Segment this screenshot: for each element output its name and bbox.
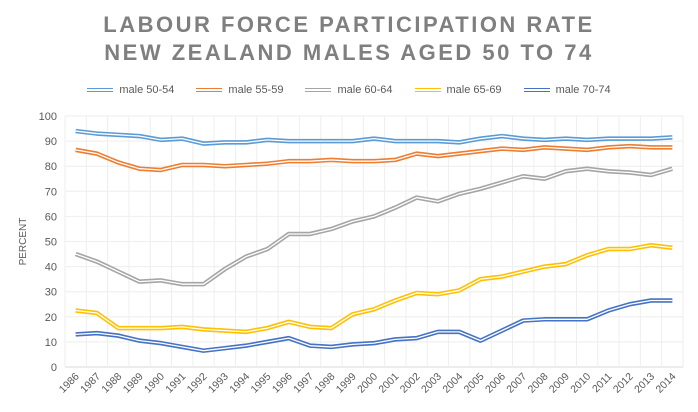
chart-title-line1: LABOUR FORCE PARTICIPATION RATE <box>103 12 595 37</box>
y-tick-label: 30 <box>45 287 57 299</box>
x-tick-label: 1987 <box>78 371 103 396</box>
x-tick-label: 1989 <box>121 371 146 396</box>
legend-item: male 60-64 <box>305 84 393 96</box>
x-tick-label: 2011 <box>590 371 615 396</box>
legend-swatch <box>305 88 332 92</box>
legend-swatch <box>414 88 441 92</box>
y-tick-label: 60 <box>45 211 57 223</box>
series-line-inner <box>75 244 673 333</box>
x-tick-label: 2014 <box>653 371 678 396</box>
series-line-male-50-54 <box>75 128 673 146</box>
x-tick-label: 2007 <box>504 371 529 396</box>
x-tick-label: 2008 <box>526 371 551 396</box>
x-tick-label: 1995 <box>249 371 274 396</box>
x-tick-label: 1992 <box>185 371 210 396</box>
x-tick-label: 2004 <box>440 371 465 396</box>
legend-label: male 50-54 <box>119 84 175 96</box>
x-tick-label: 2006 <box>483 371 508 396</box>
y-tick-label: 40 <box>45 262 57 274</box>
series-line-inner <box>75 299 673 352</box>
x-tick-label: 2012 <box>611 371 636 396</box>
legend-label: male 60-64 <box>337 84 393 96</box>
x-tick-label: 1993 <box>206 371 231 396</box>
y-tick-label: 10 <box>45 337 57 349</box>
x-tick-label: 1994 <box>227 371 252 396</box>
y-tick-label: 70 <box>45 186 57 198</box>
x-tick-label: 2005 <box>462 371 487 396</box>
legend-swatch <box>523 88 550 92</box>
x-tick-label: 2009 <box>547 371 572 396</box>
x-tick-label: 2013 <box>632 371 657 396</box>
x-tick-label: 2002 <box>398 371 423 396</box>
x-tick-label: 1990 <box>142 371 167 396</box>
y-tick-label: 0 <box>51 362 57 374</box>
y-tick-label: 50 <box>45 237 57 249</box>
legend-label: male 55-59 <box>228 84 284 96</box>
legend-item: male 55-59 <box>196 84 283 96</box>
legend: male 50-54 male 55-59 male 60-64 male 65-69… <box>0 84 698 96</box>
x-tick-label: 1998 <box>312 371 337 396</box>
legend-label: male 65-69 <box>446 84 502 96</box>
legend-item: male 70-74 <box>523 84 611 96</box>
x-tick-label: 2001 <box>376 371 401 396</box>
x-tick-label: 1986 <box>57 371 82 396</box>
y-axis-label: PERCENT <box>18 218 29 266</box>
chart-title-line2: NEW ZEALAND MALES AGED 50 TO 74 <box>104 40 594 65</box>
y-tick-label: 90 <box>45 136 57 148</box>
x-tick-label: 1997 <box>291 371 316 396</box>
series-line-inner <box>75 168 673 285</box>
x-tick-label: 1999 <box>334 371 359 396</box>
y-tick-label: 20 <box>45 312 57 324</box>
x-tick-label: 2000 <box>355 371 380 396</box>
series-line-inner <box>75 145 673 171</box>
series-line-inner <box>75 130 673 145</box>
legend-swatch <box>87 88 114 92</box>
x-tick-label: 2003 <box>419 371 444 396</box>
y-tick-label: 100 <box>39 111 57 123</box>
legend-label: male 70-74 <box>555 84 611 96</box>
legend-swatch <box>196 88 223 92</box>
x-tick-label: 2010 <box>568 371 593 396</box>
legend-item: male 65-69 <box>414 84 502 96</box>
y-tick-label: 80 <box>45 161 57 173</box>
legend-item: male 50-54 <box>87 84 174 96</box>
x-tick-label: 1988 <box>99 371 124 396</box>
x-tick-label: 1991 <box>163 371 188 396</box>
x-tick-label: 1996 <box>270 371 295 396</box>
